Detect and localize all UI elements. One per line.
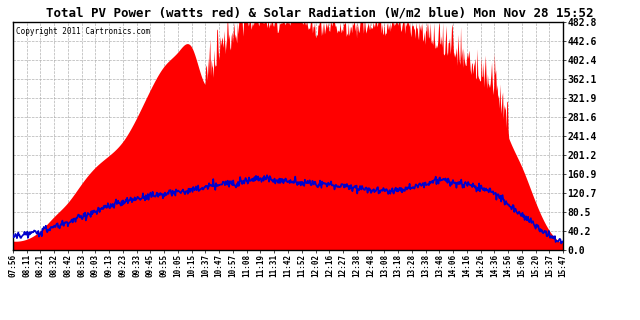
Text: Total PV Power (watts red) & Solar Radiation (W/m2 blue) Mon Nov 28 15:52: Total PV Power (watts red) & Solar Radia… [46,6,594,20]
Text: Copyright 2011 Cartronics.com: Copyright 2011 Cartronics.com [15,27,150,36]
